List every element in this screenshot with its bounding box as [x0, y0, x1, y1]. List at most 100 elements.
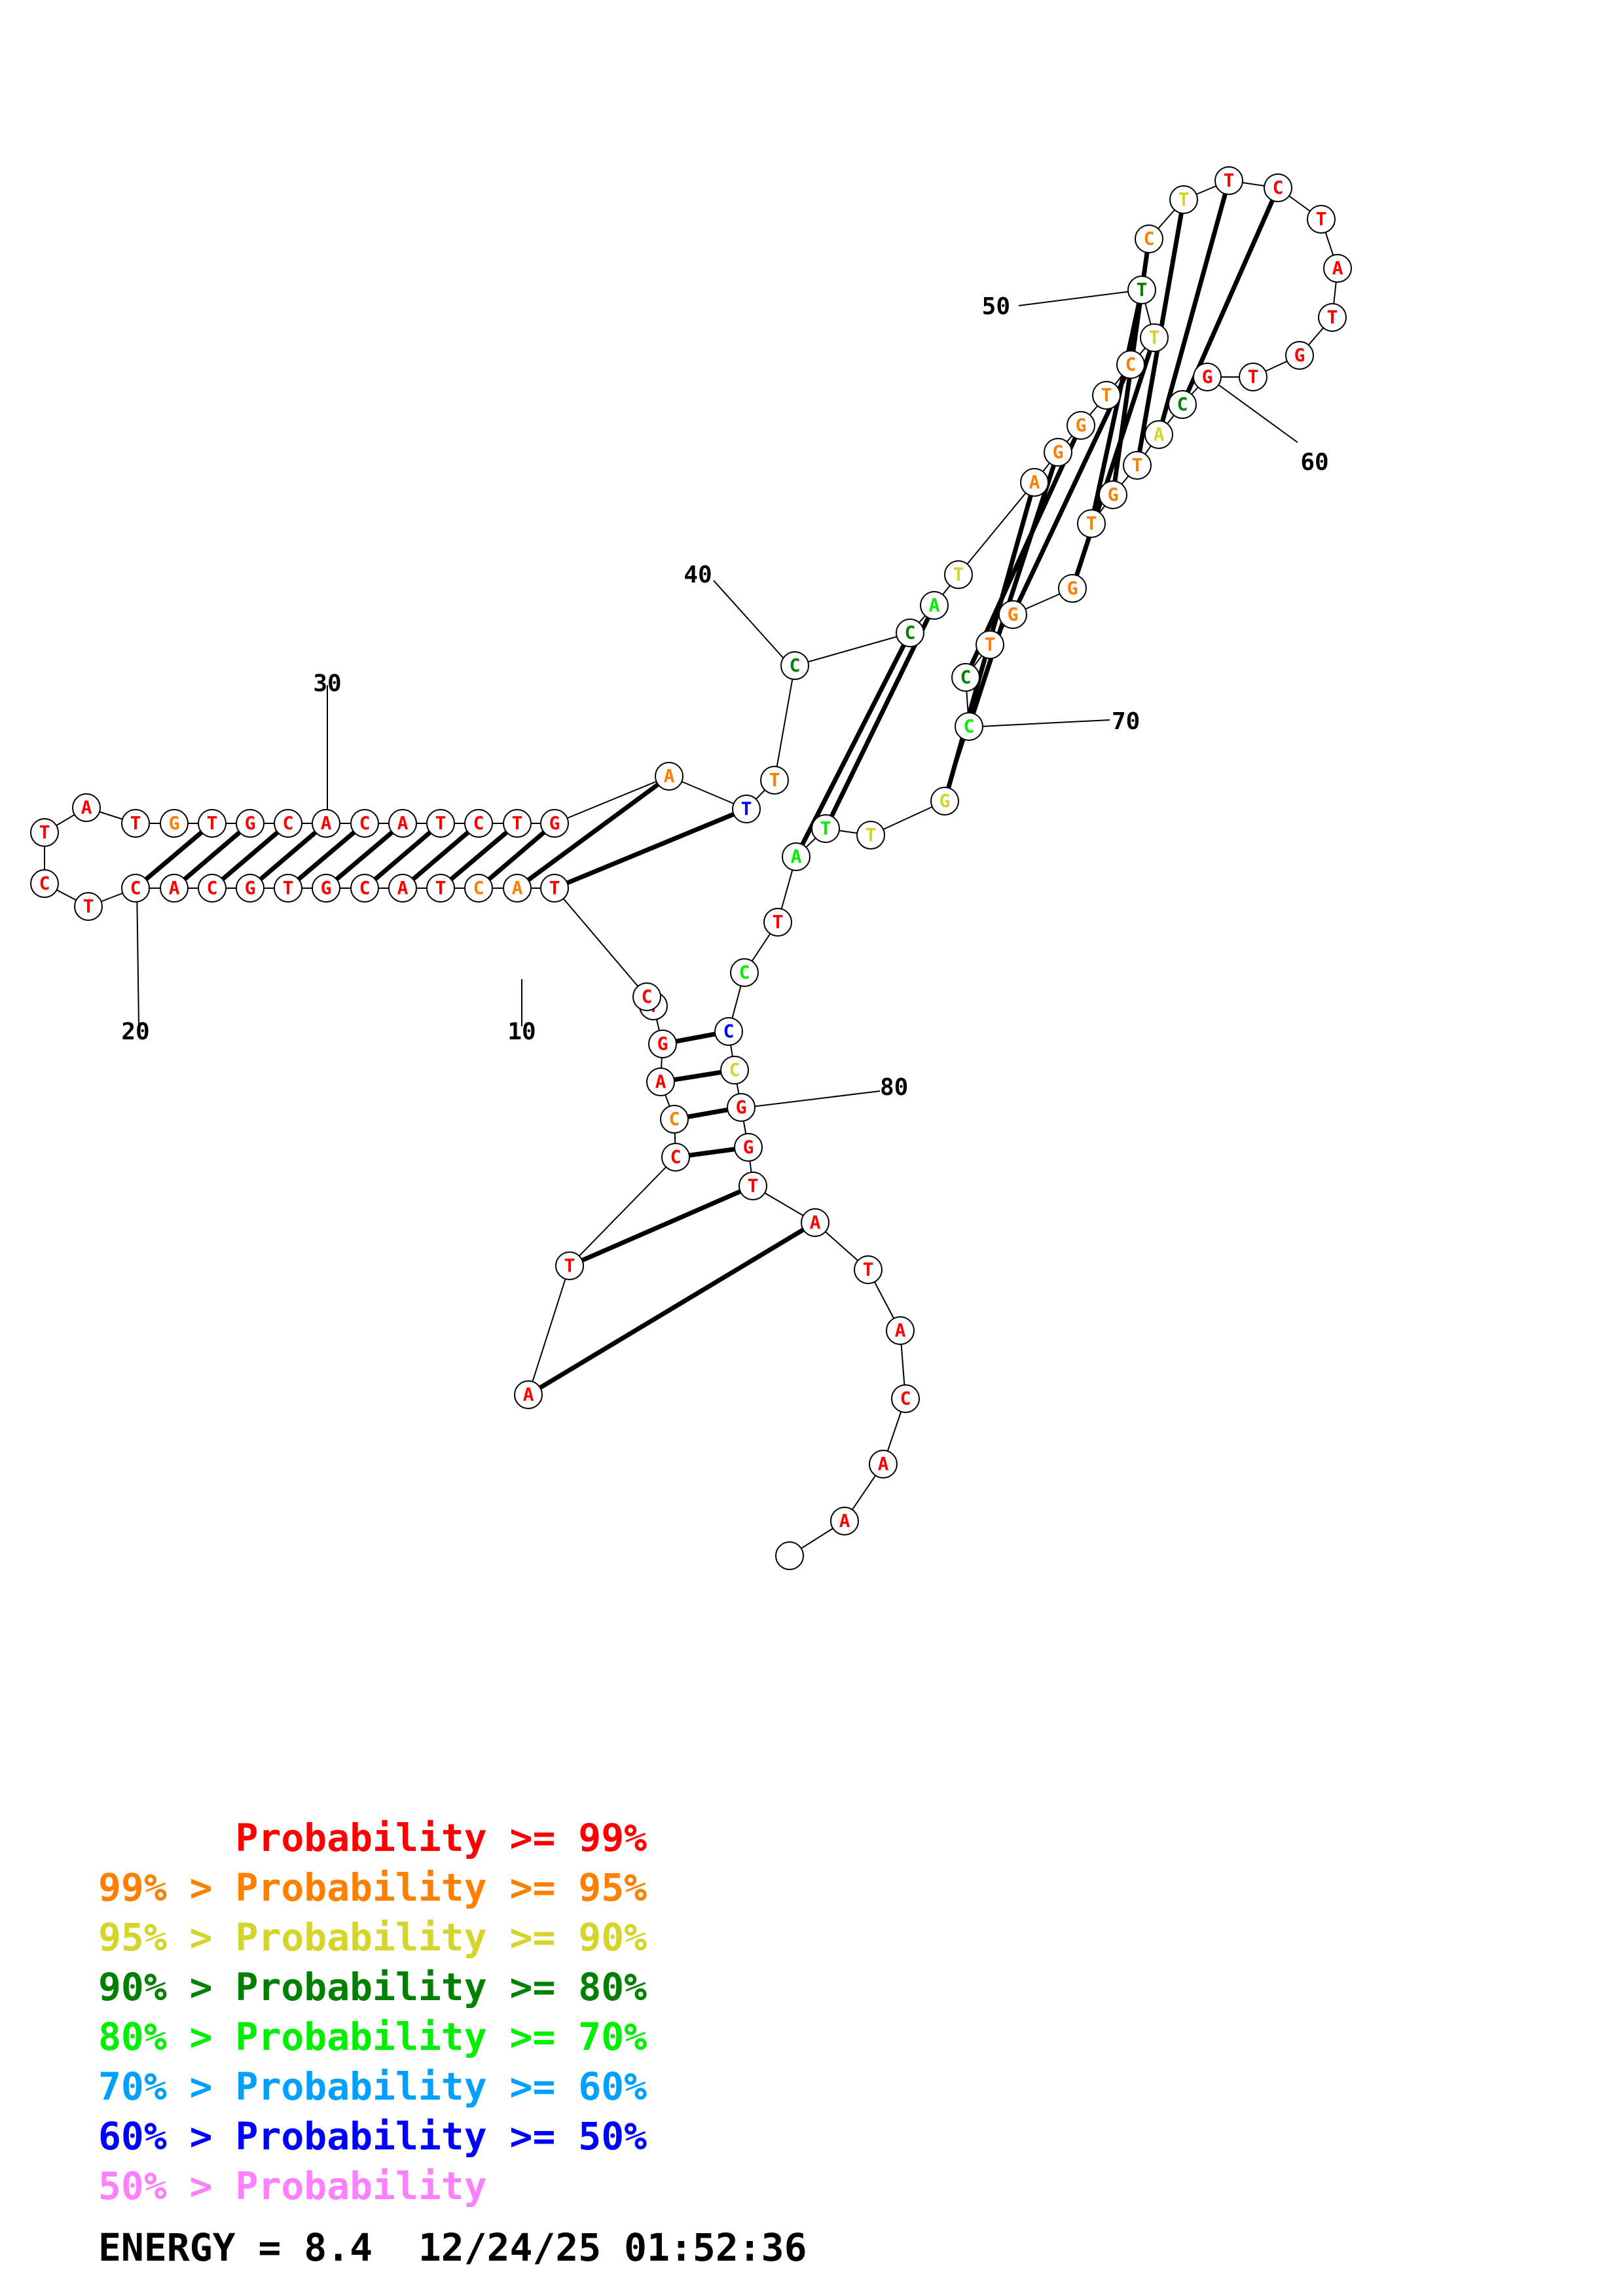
nucleotide: A: [801, 1208, 830, 1237]
base-pair-bond: [401, 821, 481, 890]
nucleotide: C: [1116, 350, 1145, 379]
probability-legend: Probability >= 99% 99% > Probability >= 9…: [98, 1813, 647, 2211]
nucleotide: T: [760, 766, 789, 795]
nucleotide: T: [944, 560, 973, 589]
nucleotide-letter: A: [81, 797, 92, 818]
nucleotide-circle: [1239, 363, 1267, 391]
position-tick-line: [713, 580, 790, 666]
nucleotide: T: [1318, 303, 1347, 332]
nucleotide: A: [655, 762, 684, 791]
nucleotide-letter: G: [1294, 344, 1305, 366]
nucleotide-letter: C: [670, 1146, 682, 1168]
base-pair-bond: [966, 451, 1061, 728]
timestamp: 12/24/25 01:52:36: [418, 2225, 807, 2270]
position-label-40: 40: [684, 562, 712, 588]
nucleotide: C: [350, 874, 379, 903]
energy-footer: ENERGY = 8.4 12/24/25 01:52:36: [98, 2225, 807, 2270]
nucleotide: C: [1135, 224, 1163, 253]
base-pair-bond: [1156, 180, 1231, 435]
nucleotide-circle: [464, 809, 493, 838]
nucleotide-letter: T: [1101, 384, 1112, 406]
backbone-segment: [554, 888, 647, 997]
nucleotide-letter: T: [1327, 306, 1338, 328]
nucleotide-circle: [426, 809, 455, 838]
nucleotide: T: [732, 795, 761, 823]
position-tick-line: [136, 885, 139, 1027]
nucleotide: C: [660, 1105, 689, 1134]
nucleotide-circle: [854, 1255, 883, 1284]
nucleotide: C: [274, 809, 302, 838]
nucleotide: T: [1239, 363, 1267, 391]
base-pair-bond: [553, 806, 748, 891]
nucleotide-letter: A: [810, 1211, 821, 1233]
nucleotide-letter: T: [863, 1259, 874, 1280]
nucleotide: A: [782, 842, 811, 871]
nucleotide-letter: T: [866, 824, 877, 846]
nucleotide-letter: G: [245, 812, 256, 834]
nucleotide-circle: [1020, 468, 1049, 497]
nucleotide-circle: [944, 560, 973, 589]
nucleotide-letter: G: [1108, 484, 1119, 505]
nucleotide-circle: [780, 651, 809, 680]
nucleotide-circle: [955, 712, 983, 741]
nucleotide: T: [856, 821, 885, 850]
nucleotide: C: [464, 809, 493, 838]
nucleotide-letter: T: [564, 1255, 575, 1276]
nucleotide: G: [312, 874, 340, 903]
nucleotide-letter: T: [953, 564, 964, 585]
nucleotide-letter: G: [736, 1096, 747, 1118]
nucleotide: C: [955, 712, 983, 741]
nucleotide-circle: [782, 842, 811, 871]
nucleotide: T: [1127, 276, 1156, 304]
nucleotide-circle: [198, 809, 227, 838]
nucleotide-letter: G: [321, 877, 332, 899]
nucleotide-circle: [74, 892, 103, 921]
nucleotide: G: [998, 600, 1027, 629]
nucleotide-letter: T: [1149, 327, 1160, 348]
nucleotide-letter: A: [1332, 257, 1343, 279]
nucleotide: T: [1214, 166, 1243, 195]
nucleotide-letter: C: [1177, 393, 1188, 415]
nucleotide-circle: [72, 793, 101, 822]
nucleotide-circle: [274, 874, 302, 903]
nucleotide: T: [811, 814, 840, 843]
nucleotide: A: [503, 874, 532, 903]
nucleotide: C: [891, 1384, 920, 1413]
nucleotide-circle: [727, 1093, 756, 1122]
nucleotide-circle: [896, 619, 924, 647]
nucleotide-letter: T: [435, 812, 447, 834]
nucleotide: T: [30, 818, 59, 847]
nucleotide: G: [236, 874, 264, 903]
nucleotide-circle: [312, 874, 340, 903]
nucleotide: A: [312, 809, 340, 838]
nucleotide: A: [886, 1316, 915, 1345]
nucleotide-circle: [648, 1030, 677, 1058]
base-pair-bond: [286, 821, 367, 890]
nucleotide-circle: [350, 809, 379, 838]
nucleotide-letter: G: [1008, 603, 1019, 625]
nucleotide-letter: A: [397, 877, 409, 899]
nucleotide-letter: C: [473, 812, 484, 834]
nucleotide-letter: T: [283, 877, 294, 899]
nucleotide-letter: T: [773, 911, 784, 933]
backbone-segment: [528, 1265, 570, 1395]
position-tick-line: [1205, 375, 1298, 443]
nucleotide: A: [1144, 420, 1173, 449]
nucleotide-circle: [540, 809, 569, 838]
base-pair-bond: [363, 821, 443, 890]
nucleotide-letter: A: [664, 765, 675, 787]
nucleotide-circle: [930, 787, 959, 816]
nucleotide-circle: [891, 1384, 920, 1413]
nucleotide: T: [274, 874, 302, 903]
backbone-segment: [958, 482, 1035, 575]
nucleotide-letter: T: [1248, 366, 1259, 387]
nucleotide: T: [198, 809, 227, 838]
nucleotide-circle: [1092, 381, 1121, 410]
nucleotide-letter: G: [743, 1136, 754, 1158]
base-pair-bond: [515, 774, 671, 890]
nucleotide-letter: T: [1137, 279, 1148, 300]
nucleotide-circle: [734, 1133, 763, 1162]
nucleotide-letter: C: [723, 1020, 735, 1042]
nucleotide: G: [1099, 480, 1127, 509]
